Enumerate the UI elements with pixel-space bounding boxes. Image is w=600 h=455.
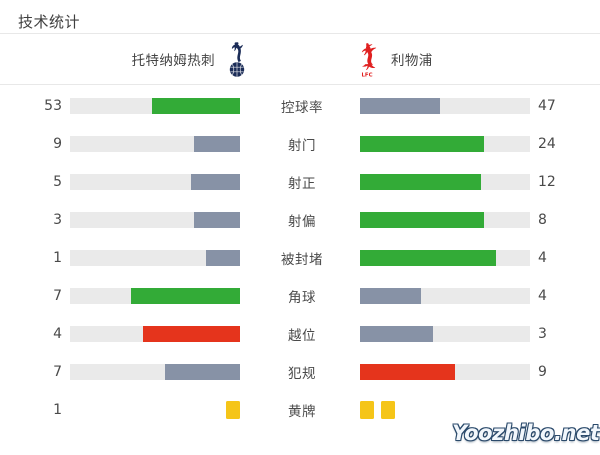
stat-row: 53 控球率 47 bbox=[0, 87, 600, 125]
home-stat-value: 5 bbox=[53, 174, 62, 190]
home-stat-value: 9 bbox=[53, 136, 62, 152]
away-stat-bar-fill bbox=[360, 288, 422, 304]
away-stat-bar-fill bbox=[360, 364, 456, 380]
home-stat-bar-track bbox=[70, 136, 240, 152]
away-stat-bar-track bbox=[360, 98, 530, 114]
home-stat-bar-track bbox=[70, 288, 240, 304]
stats-list: 53 控球率 47 9 射门 24 5 射正 12 3 射偏 8 1 被封堵 4 7 角球 4 4 越位 3 7 犯规 9 1 黄… bbox=[0, 85, 600, 429]
away-stat-value: 12 bbox=[538, 174, 556, 190]
home-stat-bar-fill bbox=[194, 136, 240, 152]
away-stat-bar-fill bbox=[360, 250, 496, 266]
home-stat-value: 53 bbox=[44, 98, 62, 114]
home-stat-bar-fill bbox=[151, 98, 240, 114]
home-stat-bar-track bbox=[70, 326, 240, 342]
home-stat-bar-fill bbox=[194, 212, 240, 228]
home-stat-value: 1 bbox=[53, 250, 62, 266]
away-yellow-cards bbox=[360, 401, 530, 419]
stat-label: 射正 bbox=[288, 176, 316, 192]
stat-label: 黄牌 bbox=[288, 404, 316, 420]
home-stat-bar-fill bbox=[143, 326, 240, 342]
page-title: 技术统计 bbox=[18, 13, 81, 31]
home-stat-value: 3 bbox=[53, 212, 62, 228]
away-stat-bar-fill bbox=[360, 174, 481, 190]
stat-row: 1 被封堵 4 bbox=[0, 239, 600, 277]
stat-row: 7 犯规 9 bbox=[0, 353, 600, 391]
home-stat-bar-fill bbox=[206, 250, 240, 266]
tottenham-hotspur-cockerel-logo bbox=[229, 42, 245, 77]
stat-label: 犯规 bbox=[288, 366, 316, 382]
stat-label: 被封堵 bbox=[281, 252, 323, 268]
away-stat-bar-track bbox=[360, 288, 530, 304]
away-stat-value: 24 bbox=[538, 136, 556, 152]
header-divider bbox=[0, 84, 600, 85]
home-stat-bar-fill bbox=[190, 174, 240, 190]
home-stat-bar-fill bbox=[165, 364, 240, 380]
home-team: 托特纳姆热刺 bbox=[0, 40, 252, 78]
away-stat-bar-track bbox=[360, 174, 530, 190]
svg-text:LFC: LFC bbox=[361, 72, 372, 78]
away-stat-bar-track bbox=[360, 250, 530, 266]
away-stat-value: 9 bbox=[538, 364, 547, 380]
stat-row: 3 射偏 8 bbox=[0, 201, 600, 239]
away-stat-value: 3 bbox=[538, 326, 547, 342]
away-stat-value: 8 bbox=[538, 212, 547, 228]
home-stat-value: 4 bbox=[53, 326, 62, 342]
away-stat-bar-fill bbox=[360, 212, 485, 228]
stat-label: 控球率 bbox=[281, 100, 323, 116]
liverpool-liver-bird-logo: LFC bbox=[361, 43, 377, 78]
home-stat-bar-fill bbox=[131, 288, 240, 304]
team-header: 托特纳姆热刺 LFC 利物浦 bbox=[0, 34, 600, 84]
stat-row: 4 越位 3 bbox=[0, 315, 600, 353]
site-watermark: Yoozhibo.net bbox=[452, 421, 600, 445]
title-divider bbox=[0, 33, 600, 34]
home-stat-value: 7 bbox=[53, 288, 62, 304]
stat-label: 越位 bbox=[288, 328, 316, 344]
away-stat-value: 4 bbox=[538, 250, 547, 266]
yellow-card-icon bbox=[226, 401, 240, 419]
away-team: LFC 利物浦 bbox=[352, 40, 600, 78]
stat-label: 射门 bbox=[288, 138, 316, 154]
home-team-name: 托特纳姆热刺 bbox=[131, 53, 215, 69]
away-stat-bar-fill bbox=[360, 326, 434, 342]
home-stat-bar-track bbox=[70, 212, 240, 228]
home-stat-bar-track bbox=[70, 250, 240, 266]
home-stat-value: 1 bbox=[53, 402, 62, 418]
stat-label: 射偏 bbox=[288, 214, 316, 230]
away-team-name: 利物浦 bbox=[391, 53, 433, 69]
away-stat-bar-track bbox=[360, 326, 530, 342]
yellow-card-icon bbox=[360, 401, 374, 419]
away-stat-bar-track bbox=[360, 136, 530, 152]
stat-row: 9 射门 24 bbox=[0, 125, 600, 163]
stat-row: 1 黄牌 bbox=[0, 391, 600, 429]
stat-row: 5 射正 12 bbox=[0, 163, 600, 201]
away-stat-value: 47 bbox=[538, 98, 556, 114]
home-yellow-cards bbox=[70, 401, 240, 419]
away-stat-bar-track bbox=[360, 364, 530, 380]
away-stat-bar-fill bbox=[360, 98, 440, 114]
home-stat-bar-track bbox=[70, 364, 240, 380]
home-stat-bar-track bbox=[70, 98, 240, 114]
away-stat-value: 4 bbox=[538, 288, 547, 304]
home-stat-bar-track bbox=[70, 174, 240, 190]
stat-row: 7 角球 4 bbox=[0, 277, 600, 315]
yellow-card-icon bbox=[381, 401, 395, 419]
stat-label: 角球 bbox=[288, 290, 316, 306]
home-stat-value: 7 bbox=[53, 364, 62, 380]
away-stat-bar-track bbox=[360, 212, 530, 228]
away-stat-bar-fill bbox=[360, 136, 485, 152]
